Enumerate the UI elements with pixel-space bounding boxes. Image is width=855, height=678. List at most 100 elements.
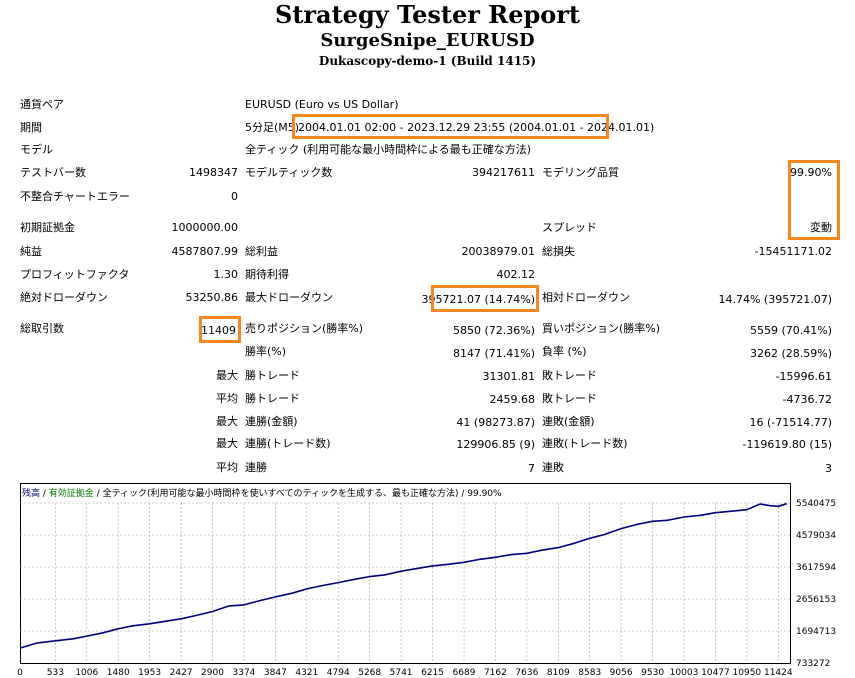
bars-value: 1498347: [189, 166, 238, 179]
max-cons-loss-trades-value: -119619.80 (15): [742, 438, 832, 451]
legend-model-text: 全ティック(利用可能な最小時間枠を使いすべてのティックを生成する、最も正確な方法…: [102, 489, 502, 499]
symbol-value: EURUSD (Euro vs US Dollar): [245, 98, 399, 111]
net-profit-value: 4587807.99: [171, 245, 238, 258]
relative-drawdown-value: 14.74% (395721.07): [718, 293, 832, 306]
loss-rate-value: 3262 (28.59%): [749, 347, 832, 360]
legend-balance: 残高: [22, 489, 41, 499]
avg-cons-loss-value: 3: [825, 462, 832, 475]
avg-cons-loss-label: 連敗: [542, 461, 564, 474]
largest-loss-value: -15996.61: [775, 370, 832, 383]
x-tick-label: 7162: [484, 668, 507, 678]
gross-loss-label: 総損失: [542, 245, 575, 258]
short-positions-label: 売りポジション(勝率%): [245, 322, 364, 335]
legend-equity: 有効証拠金: [48, 489, 94, 499]
total-trades-value: 11409: [201, 324, 236, 337]
x-tick-label: 9530: [641, 668, 664, 678]
avg-cons-win-label: 連勝: [245, 461, 267, 474]
x-tick-label: 6689: [453, 668, 476, 678]
deposit-value: 1000000.00: [171, 221, 238, 234]
gross-loss-value: -15451171.02: [754, 245, 832, 258]
x-tick-label: 6215: [421, 668, 444, 678]
chart-legend: 残高 / 有効証拠金 / 全ティック(利用可能な最小時間枠を使いすべてのティック…: [22, 486, 502, 499]
x-tick-label: 9056: [610, 668, 633, 678]
x-tick-label: 1480: [107, 668, 130, 678]
deposit-label: 初期証拠金: [20, 221, 75, 234]
max-cons-win-trades-value: 129906.85 (9): [456, 438, 535, 451]
profit-factor-value: 1.30: [213, 268, 239, 281]
net-profit-label: 純益: [20, 245, 42, 258]
max-cons-trades-prefix: 最大: [216, 437, 238, 450]
total-trades-label: 総取引数: [20, 322, 64, 335]
largest-prefix: 最大: [216, 369, 238, 382]
expected-payoff-label: 期待利得: [245, 268, 289, 281]
errors-value: 0: [231, 190, 238, 203]
period-label: 期間: [20, 121, 42, 134]
x-tick-label: 0: [17, 668, 23, 678]
avg-cons-prefix: 平均: [216, 461, 238, 474]
largest-win-label: 勝トレード: [245, 369, 300, 382]
x-tick-label: 8583: [578, 668, 601, 678]
gross-profit-label: 総利益: [245, 245, 278, 258]
max-drawdown-highlight-box: [431, 285, 539, 312]
server-build: Dukascopy-demo-1 (Build 1415): [318, 54, 537, 68]
legend-separator-2: /: [93, 489, 103, 499]
x-tick-label: 5268: [358, 668, 381, 678]
x-tick-label: 2427: [170, 668, 193, 678]
average-loss-value: -4736.72: [782, 393, 832, 406]
largest-win-value: 31301.81: [482, 370, 536, 383]
bars-label: テストバー数: [20, 166, 86, 179]
balance-chart: 0 533 1006 1480 1953 2427 2900 3374 3847 4321 4794…: [17, 483, 836, 678]
y-tick-label: 1694713: [796, 627, 836, 637]
spread-label: スプレッド: [542, 221, 597, 234]
model-value: 全ティック (利用可能な最小時間枠による最も正確な方法): [245, 143, 532, 156]
total-trades-highlight-box: [199, 316, 241, 343]
ticks-label: モデルティック数: [245, 166, 333, 179]
max-cons-win-money-value: 41 (98273.87): [456, 416, 535, 429]
x-tick-label: 7636: [515, 668, 538, 678]
max-cons-win-money-label: 連勝(金額): [245, 415, 298, 428]
quality-spread-highlight-box: [788, 160, 840, 240]
gross-profit-value: 20038979.01: [461, 245, 535, 258]
max-cons-win-trades-label: 連勝(トレード数): [245, 437, 331, 450]
y-tick-label: 733272: [796, 659, 830, 669]
max-cons-loss-trades-label: 連敗(トレード数): [542, 437, 628, 450]
average-loss-label: 敗トレード: [542, 392, 597, 405]
x-tick-label: 3847: [264, 668, 287, 678]
y-tick-label: 2656153: [796, 595, 836, 605]
x-tick-label: 10950: [733, 668, 762, 678]
model-label: モデル: [20, 143, 53, 156]
period-timeframe: 5分足(M5): [245, 121, 300, 134]
long-positions-label: 買いポジション(勝率%): [542, 322, 661, 335]
max-cons-money-prefix: 最大: [216, 415, 238, 428]
x-tick-label: 1006: [75, 668, 98, 678]
x-tick-label: 10477: [701, 668, 730, 678]
y-tick-label: 5540475: [796, 499, 836, 509]
x-tick-label: 4321: [295, 668, 318, 678]
x-tick-label: 2900: [201, 668, 224, 678]
long-positions-value: 5559 (70.41%): [749, 324, 832, 337]
quality-label: モデリング品質: [542, 166, 619, 179]
x-tick-label: 3374: [233, 668, 256, 678]
x-tick-label: 4794: [327, 668, 350, 678]
absolute-drawdown-label: 絶対ドローダウン: [20, 291, 108, 304]
max-drawdown-label: 最大ドローダウン: [245, 291, 333, 304]
x-tick-label: 8109: [547, 668, 570, 678]
win-rate-value: 8147 (71.41%): [452, 347, 535, 360]
balance-chart-svg: 0 533 1006 1480 1953 2427 2900 3374 3847 4321 4794…: [17, 483, 836, 678]
period-value: 2004.01.01 02:00 - 2023.12.29 23:55 (200…: [298, 121, 655, 134]
win-rate-label: 勝率(%): [245, 345, 287, 358]
spread-value: 変動: [810, 221, 832, 234]
period-highlight-box: [292, 114, 609, 139]
x-tick-label: 1953: [138, 668, 161, 678]
y-tick-label: 4579034: [796, 531, 836, 541]
symbol-label: 通貨ペア: [20, 98, 64, 111]
x-tick-label: 10003: [670, 668, 699, 678]
chart-frame: [20, 483, 791, 664]
y-tick-label: 3617594: [796, 563, 836, 573]
average-prefix: 平均: [216, 392, 238, 405]
max-drawdown-value: 395721.07 (14.74%): [421, 293, 535, 306]
legend-separator: /: [40, 489, 49, 499]
quality-value: 99.90%: [790, 166, 832, 179]
expected-payoff-value: 402.12: [496, 268, 536, 281]
loss-rate-label: 負率 (%): [542, 345, 587, 358]
